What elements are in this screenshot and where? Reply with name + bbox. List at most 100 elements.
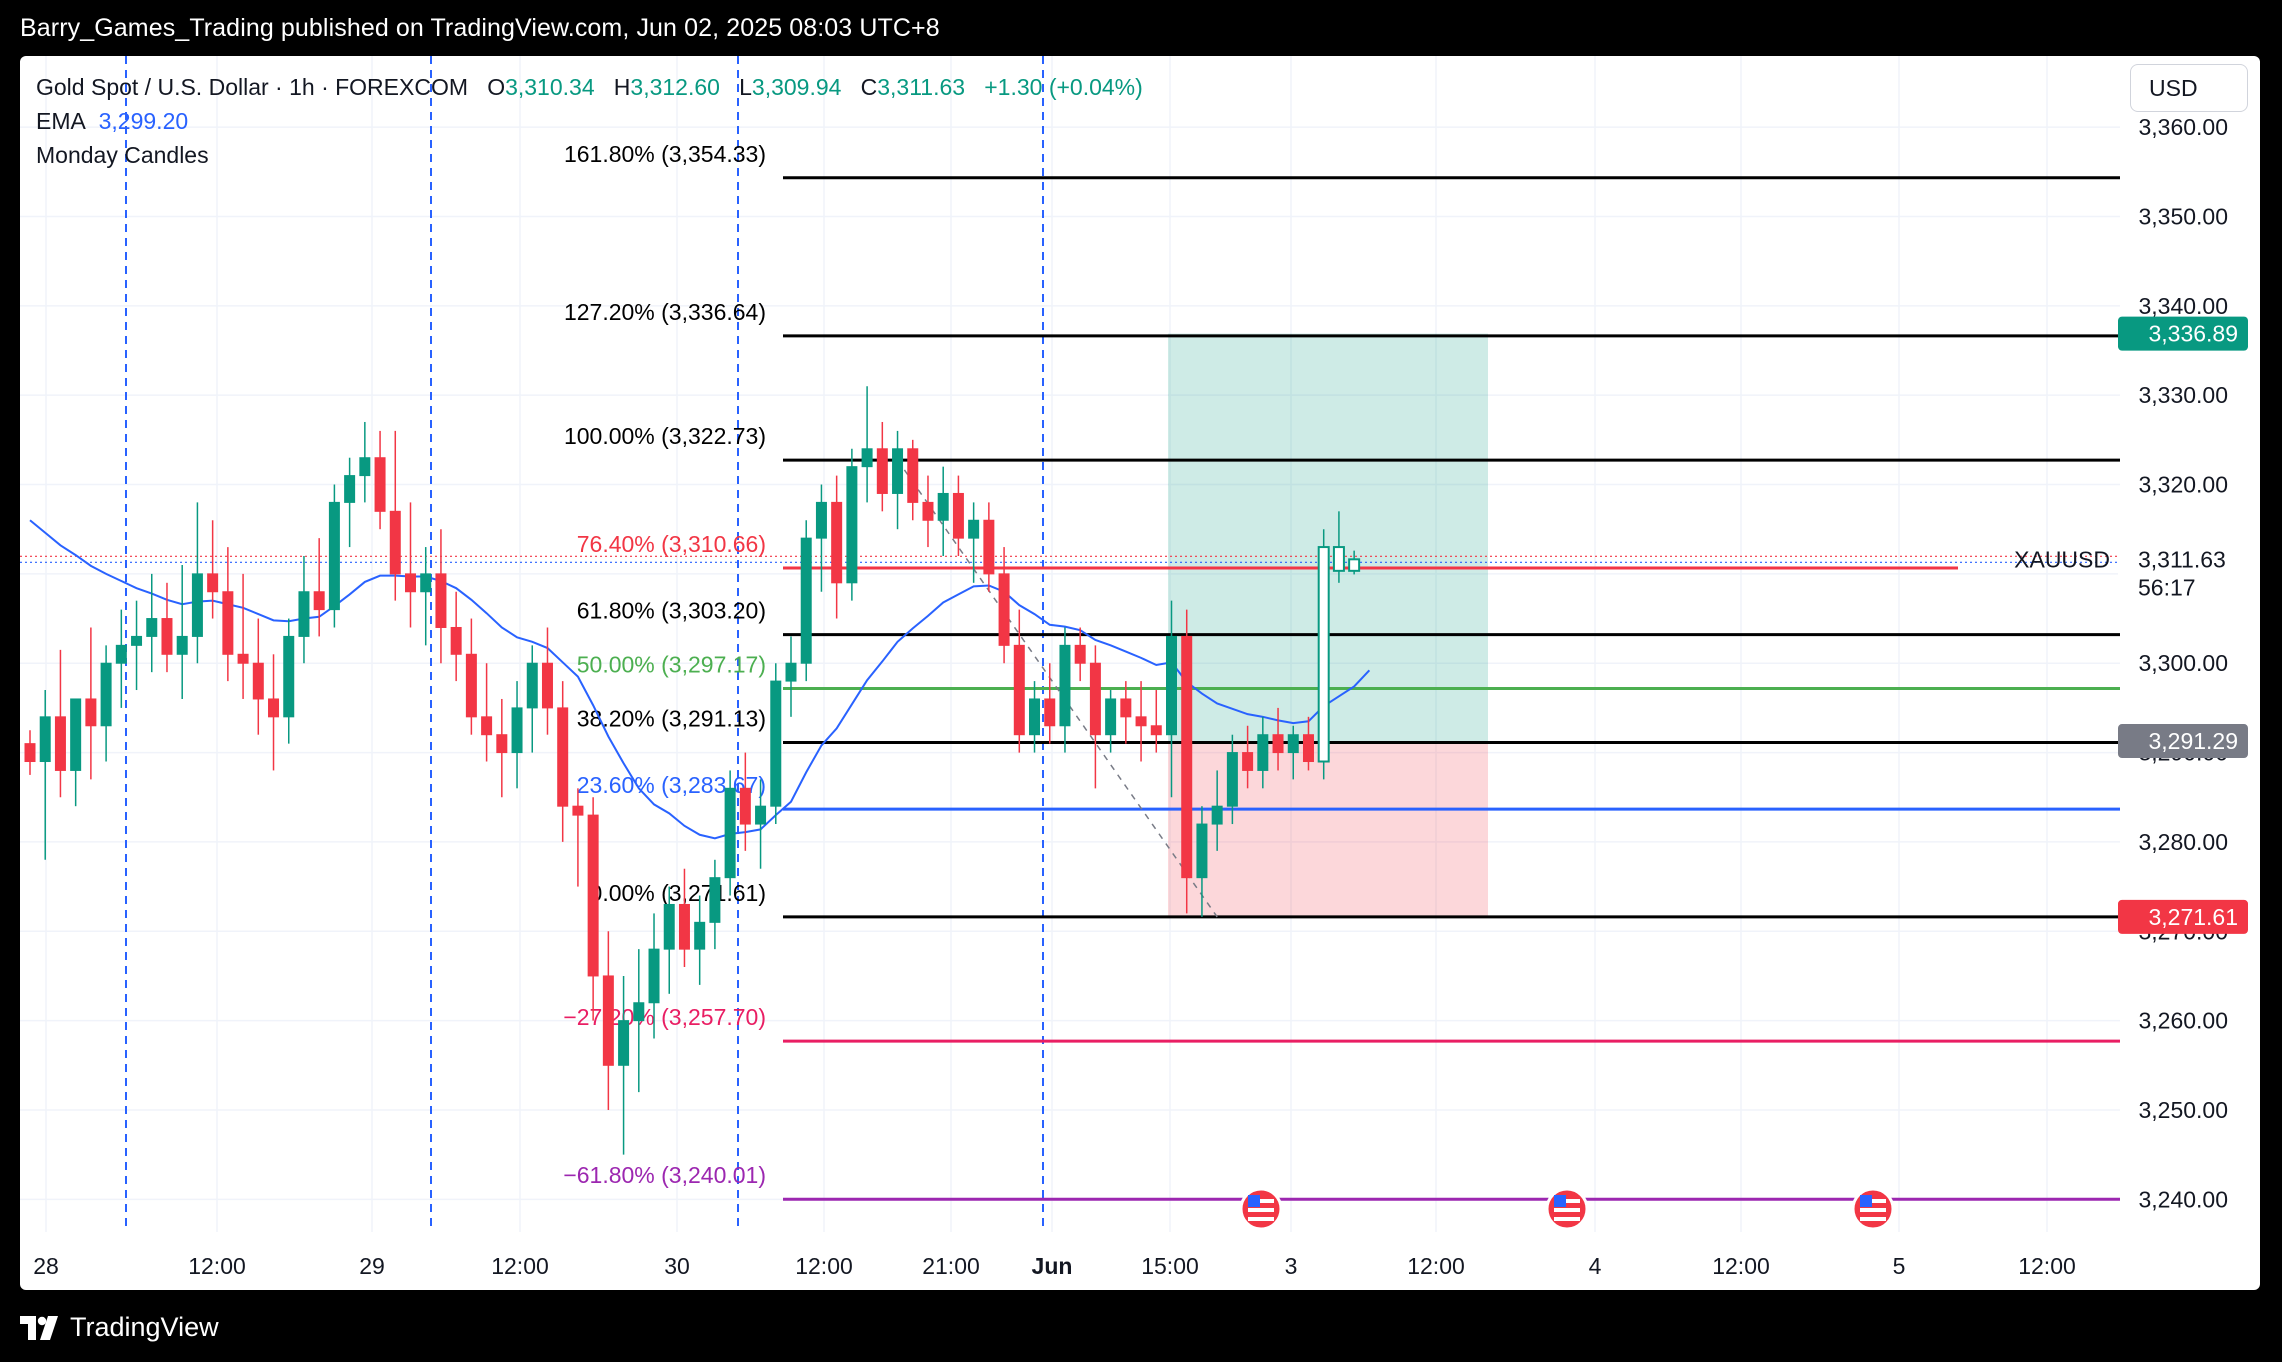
candle-body — [39, 716, 51, 763]
candle-body — [983, 519, 995, 575]
candle-body — [1302, 734, 1314, 763]
candle-body — [1242, 752, 1254, 771]
candle-body — [161, 618, 173, 655]
flag-stripe — [1554, 1199, 1580, 1203]
candle-body — [481, 716, 493, 736]
fib-level-label: 76.40% (3,310.66) — [577, 531, 766, 557]
candle-body — [846, 466, 858, 584]
candle-body — [770, 680, 782, 807]
flag-canton — [1554, 1195, 1566, 1207]
candle-body — [1211, 805, 1223, 825]
x-tick-label: 5 — [1893, 1253, 1906, 1279]
flag-stripe — [1248, 1199, 1274, 1203]
candle-body — [313, 591, 325, 611]
chart-frame[interactable]: 161.80% (3,354.33) 127.20% (3,336.64) 100.… — [20, 56, 2260, 1290]
flag-stripe — [1554, 1208, 1580, 1212]
candle-body — [572, 805, 584, 816]
tradingview-wordmark: TradingView — [70, 1312, 219, 1342]
x-tick-label: 12:00 — [1407, 1253, 1465, 1279]
candle-body — [1272, 734, 1284, 754]
candle-body — [587, 814, 599, 977]
y-tick-label: 3,240.00 — [2138, 1186, 2228, 1212]
flag-stripe — [1860, 1217, 1886, 1221]
candle-body — [435, 573, 447, 628]
x-tick-label: 12:00 — [188, 1253, 246, 1279]
candle-body — [724, 787, 736, 879]
price-badge — [2118, 316, 2248, 351]
x-tick-label: Jun — [1032, 1253, 1073, 1279]
currency-button[interactable]: USD — [2130, 64, 2248, 112]
tradingview-logo[interactable]: TradingView — [20, 1312, 219, 1343]
candle-body — [374, 457, 386, 512]
candle-body — [1120, 698, 1132, 718]
y-tick-label: 3,360.00 — [2138, 114, 2228, 140]
fib-level-label: 61.80% (3,303.20) — [577, 598, 766, 624]
candle-body — [1196, 823, 1208, 879]
candle-body — [694, 921, 706, 950]
candle-body — [1332, 546, 1345, 572]
candle-body — [861, 448, 873, 468]
candle-body — [952, 492, 964, 539]
candle-body — [1105, 698, 1117, 736]
fib-level-label: −61.80% (3,240.01) — [563, 1162, 766, 1188]
x-tick-label: 3 — [1285, 1253, 1298, 1279]
y-tick-label: 3,340.00 — [2138, 293, 2228, 319]
y-tick-label: 3,260.00 — [2138, 1008, 2228, 1034]
candle-body — [998, 573, 1010, 646]
candle-body — [328, 501, 340, 611]
flag-stripe — [1248, 1217, 1274, 1221]
candle-body — [831, 501, 843, 584]
candle-body — [496, 734, 508, 754]
fib-level-label: 23.60% (3,283.67) — [577, 772, 766, 798]
last-price-symbol: XAUUSD — [2014, 546, 2110, 572]
candle-body — [1044, 698, 1056, 727]
y-tick-label: 3,350.00 — [2138, 203, 2228, 229]
fib-level-label: 100.00% (3,322.73) — [564, 423, 766, 449]
us-event-flag-icon[interactable] — [1851, 1187, 1895, 1231]
candle-body — [800, 537, 812, 664]
candles-layer — [24, 386, 1361, 1155]
candle-body — [207, 573, 219, 593]
candle-body — [1150, 725, 1162, 736]
price-chart[interactable]: 161.80% (3,354.33) 127.20% (3,336.64) 100.… — [20, 56, 2260, 1290]
candle-body — [511, 707, 523, 754]
candle-body — [815, 501, 827, 539]
candle-body — [922, 501, 934, 521]
footer: TradingView — [0, 1290, 2282, 1362]
x-tick-label: 28 — [33, 1253, 59, 1279]
candle-body — [252, 662, 264, 700]
candle-body — [54, 716, 66, 771]
flag-stripe — [1860, 1208, 1886, 1212]
candle-body — [115, 644, 127, 664]
candle-body — [70, 698, 82, 771]
candle-body — [633, 1002, 645, 1022]
fib-level-label: 0.00% (3,271.61) — [590, 880, 766, 906]
y-tick-label: 3,280.00 — [2138, 829, 2228, 855]
last-price-value: 3,311.63 — [2138, 546, 2226, 572]
candle-body — [937, 492, 949, 521]
candle-body — [344, 475, 356, 503]
price-badge-text: 3,291.29 — [2148, 728, 2238, 754]
y-tick-label: 3,330.00 — [2138, 382, 2228, 408]
flag-canton — [1860, 1195, 1872, 1207]
candle-body — [1074, 644, 1086, 664]
fib-trend-line — [896, 459, 1218, 918]
flag-stripe — [1248, 1208, 1274, 1212]
us-event-flag-icon[interactable] — [1545, 1187, 1589, 1231]
us-event-flag-icon[interactable] — [1239, 1187, 1283, 1231]
tradingview-icon — [20, 1315, 58, 1340]
publish-line: Barry_Games_Trading published on Trading… — [20, 14, 940, 42]
flag-stripe — [1860, 1199, 1886, 1203]
candle-body — [298, 591, 310, 637]
candle-body — [892, 448, 904, 494]
candle-body — [755, 805, 767, 825]
candle-body — [1181, 635, 1193, 879]
candle-body — [876, 448, 888, 494]
fib-level-label: −27.20% (3,257.70) — [563, 1004, 766, 1030]
candle-body — [268, 698, 280, 718]
candle-body — [191, 573, 203, 637]
flag-stripe — [1554, 1217, 1580, 1221]
candle-body — [24, 743, 36, 763]
candle-body — [785, 662, 797, 682]
candle-body — [420, 573, 432, 593]
